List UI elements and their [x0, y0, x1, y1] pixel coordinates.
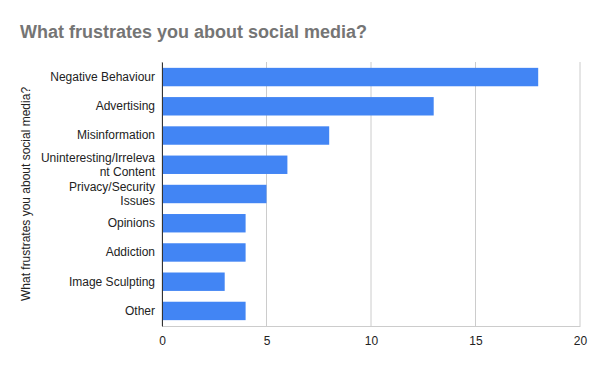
chart-svg: What frustrates you about social media? 0…	[0, 0, 600, 371]
y-tick-label: Advertising	[96, 99, 155, 113]
y-tick: Other	[125, 304, 162, 318]
x-axis: 0 5 10 15 20	[159, 326, 587, 348]
x-tick-label: 10	[365, 334, 379, 348]
grid-line	[475, 62, 476, 326]
grid-line	[580, 62, 581, 326]
bar	[162, 126, 329, 144]
x-tick-label: 0	[159, 334, 166, 348]
y-tick-label-line: Image Sculpting	[69, 275, 155, 289]
y-tick-label-line: Negative Behaviour	[50, 70, 155, 84]
y-tick-label-line: nt Content	[100, 165, 156, 179]
chart-title: What frustrates you about social media?	[20, 22, 367, 42]
y-tick: Image Sculpting	[69, 275, 162, 289]
bars	[162, 68, 538, 320]
x-tick: 20	[574, 326, 588, 348]
x-tick: 5	[264, 326, 271, 348]
bar	[162, 302, 246, 320]
y-axis-line	[162, 63, 163, 327]
y-tick-label-line: Addiction	[106, 245, 155, 259]
plot-area: 0 5 10 15 20 Negative Behaviour Advertising Mis…	[41, 62, 588, 348]
x-tick-label: 5	[264, 334, 271, 348]
y-tick: Negative Behaviour	[50, 70, 162, 84]
y-tick-label: Misinformation	[77, 128, 155, 142]
y-tick-label-line: Uninteresting/Irreleva	[41, 151, 155, 165]
y-tick-label-line: Privacy/Security	[69, 180, 155, 194]
y-tick-label: Addiction	[106, 245, 155, 259]
y-axis-title: What frustrates you about social media?	[19, 87, 33, 301]
bar	[162, 185, 267, 203]
y-tick: Advertising	[96, 99, 162, 113]
bar	[162, 243, 246, 261]
bar	[162, 214, 246, 232]
y-tick-label: Privacy/SecurityIssues	[69, 180, 155, 208]
x-axis-line	[163, 326, 581, 327]
y-tick-label-line: Other	[125, 304, 155, 318]
y-tick-label-line: Advertising	[96, 99, 155, 113]
y-tick: Addiction	[106, 245, 162, 259]
x-tick: 15	[469, 326, 483, 348]
y-tick-label: Other	[125, 304, 155, 318]
y-tick: Opinions	[108, 216, 162, 230]
y-tick-label: Uninteresting/Irrelevant Content	[41, 151, 156, 179]
grid	[162, 62, 580, 326]
y-tick: Uninteresting/Irrelevant Content	[41, 151, 162, 179]
x-tick: 0	[159, 326, 166, 348]
y-tick: Privacy/SecurityIssues	[69, 180, 162, 208]
x-tick: 10	[365, 326, 379, 348]
bar	[162, 97, 434, 115]
bar	[162, 156, 287, 174]
grid-line	[162, 62, 163, 326]
bar	[162, 272, 225, 290]
y-tick-label-line: Misinformation	[77, 128, 155, 142]
y-tick: Misinformation	[77, 128, 162, 142]
x-tick-label: 20	[574, 334, 588, 348]
y-tick-label: Negative Behaviour	[50, 70, 155, 84]
y-tick-label-line: Opinions	[108, 216, 155, 230]
y-axis: Negative Behaviour Advertising Misinformat…	[41, 63, 163, 327]
y-tick-label: Opinions	[108, 216, 155, 230]
x-tick-label: 15	[469, 334, 483, 348]
y-tick-label: Image Sculpting	[69, 275, 155, 289]
y-tick-label-line: Issues	[120, 194, 155, 208]
bar	[162, 68, 538, 86]
